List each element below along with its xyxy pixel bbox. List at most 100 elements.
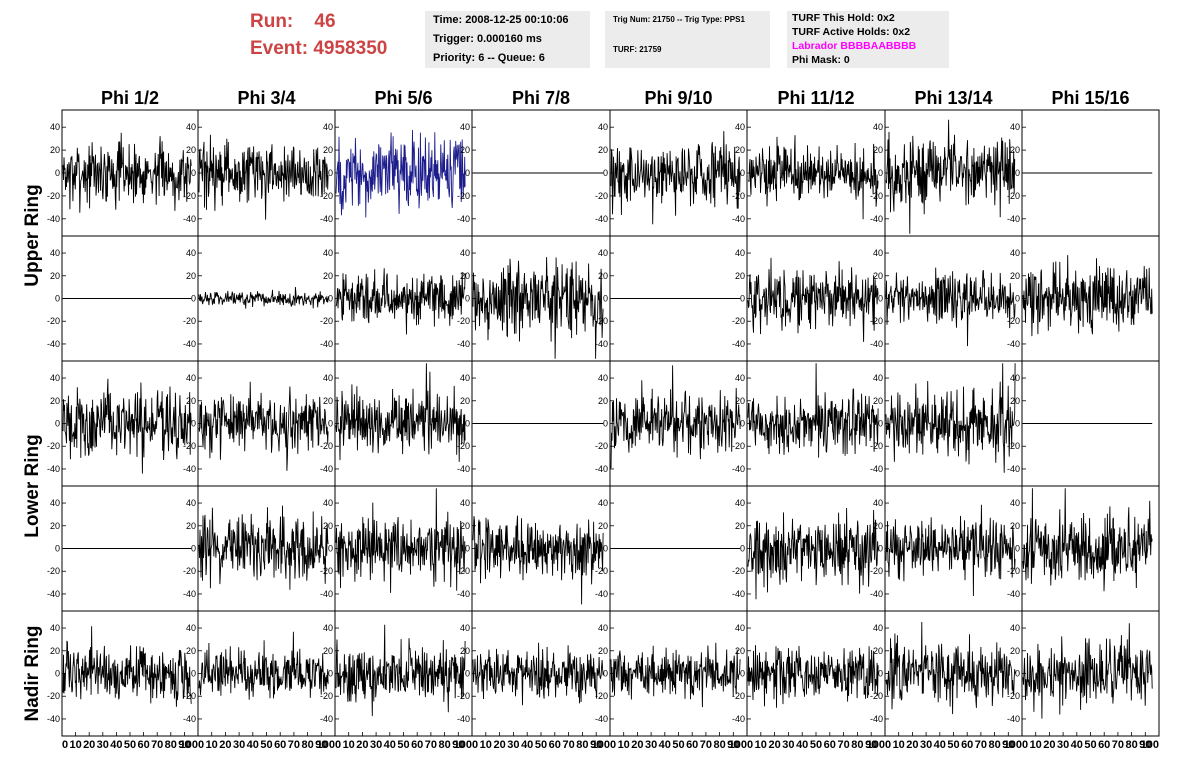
y-tick-label: -20	[183, 691, 196, 701]
x-tick-label: 30	[920, 739, 932, 751]
turf-hold-text: TURF This Hold: 0x2	[792, 12, 895, 24]
x-tick-label: 100	[867, 739, 885, 751]
y-tick-label: 40	[186, 373, 196, 383]
y-tick-label: -20	[457, 191, 470, 201]
y-tick-label: 40	[873, 623, 883, 633]
y-tick-label: -20	[1007, 191, 1020, 201]
y-tick-label: -20	[732, 691, 745, 701]
y-tick-label: 20	[598, 271, 608, 281]
x-tick-label: 40	[521, 739, 533, 751]
x-tick-label: 100	[592, 739, 610, 751]
y-tick-label: 20	[460, 521, 470, 531]
x-tick-label: 10	[618, 739, 630, 751]
y-tick-label: 20	[186, 521, 196, 531]
column-title: Phi 9/10	[644, 88, 712, 108]
x-tick-label: 70	[837, 739, 849, 751]
y-tick-label: -20	[183, 191, 196, 201]
y-tick-label: 40	[323, 248, 333, 258]
y-tick-label: -40	[47, 714, 60, 724]
x-tick-label: 10	[480, 739, 492, 751]
x-tick-label: 60	[961, 739, 973, 751]
labrador-text: Labrador BBBBAABBBB	[792, 40, 917, 52]
y-tick-label: 40	[186, 248, 196, 258]
x-tick-label: 60	[549, 739, 561, 751]
y-tick-label: 40	[50, 373, 60, 383]
y-tick-label: 20	[598, 646, 608, 656]
y-tick-label: -20	[457, 566, 470, 576]
waveform-trace	[1022, 488, 1153, 592]
x-tick-label: 0	[1022, 739, 1028, 751]
x-tick-label: 20	[768, 739, 780, 751]
x-tick-label: 50	[397, 739, 409, 751]
row-title: Lower Ring	[22, 434, 43, 537]
waveform-trace	[747, 363, 879, 458]
y-tick-label: 40	[323, 373, 333, 383]
y-tick-label: 0	[191, 168, 196, 178]
y-tick-label: 40	[460, 623, 470, 633]
y-tick-label: 40	[323, 623, 333, 633]
y-tick-label: -40	[732, 339, 745, 349]
y-tick-label: -40	[457, 339, 470, 349]
x-tick-label: 90	[452, 739, 464, 751]
x-tick-label: 70	[1112, 739, 1124, 751]
x-tick-label: 100	[1141, 739, 1159, 751]
y-tick-label: -40	[595, 214, 608, 224]
waveform-trace	[610, 642, 741, 708]
column-title: Phi 5/6	[374, 88, 432, 108]
column-title: Phi 15/16	[1051, 88, 1129, 108]
y-tick-label: -20	[47, 191, 60, 201]
y-tick-label: -40	[732, 464, 745, 474]
y-tick-label: 20	[598, 521, 608, 531]
y-tick-label: 20	[460, 271, 470, 281]
y-tick-label: 40	[50, 623, 60, 633]
y-tick-label: 20	[735, 646, 745, 656]
y-tick-label: 0	[740, 168, 745, 178]
waveform-trace	[610, 131, 741, 225]
y-tick-label: -20	[320, 316, 333, 326]
trig-num-panel: Trig Num: 21750 -- Trig Type: PPS1 TURF:…	[605, 11, 770, 68]
x-tick-label: 40	[384, 739, 396, 751]
y-tick-label: 40	[50, 122, 60, 132]
y-tick-label: -40	[870, 464, 883, 474]
y-tick-label: -40	[457, 464, 470, 474]
y-tick-label: 0	[740, 294, 745, 304]
y-tick-label: 0	[878, 294, 883, 304]
x-tick-label: 90	[1002, 739, 1014, 751]
y-tick-label: -20	[870, 566, 883, 576]
y-tick-label: 20	[50, 145, 60, 155]
y-tick-label: -20	[1007, 441, 1020, 451]
y-tick-label: 20	[873, 646, 883, 656]
y-tick-label: -20	[47, 316, 60, 326]
x-tick-label: 30	[507, 739, 519, 751]
column-title: Phi 13/14	[914, 88, 992, 108]
waveform-trace	[885, 504, 1016, 597]
x-tick-label: 100	[317, 739, 335, 751]
y-tick-label: -40	[320, 339, 333, 349]
x-tick-label: 90	[178, 739, 190, 751]
y-tick-label: 40	[1010, 498, 1020, 508]
y-tick-label: 40	[1010, 248, 1020, 258]
x-tick-label: 80	[988, 739, 1000, 751]
y-tick-label: 40	[873, 248, 883, 258]
y-tick-label: -40	[320, 589, 333, 599]
y-tick-label: -40	[870, 589, 883, 599]
y-tick-label: 20	[1010, 145, 1020, 155]
waveform-trace	[747, 645, 879, 708]
y-tick-label: 0	[191, 294, 196, 304]
time-text: Time: 2008-12-25 00:10:06	[433, 14, 569, 26]
y-tick-label: 40	[873, 498, 883, 508]
y-tick-label: 20	[598, 145, 608, 155]
x-tick-label: 60	[824, 739, 836, 751]
y-tick-label: 0	[465, 419, 470, 429]
y-tick-label: -20	[457, 316, 470, 326]
x-tick-label: 100	[729, 739, 747, 751]
y-tick-label: 20	[323, 271, 333, 281]
y-tick-label: 0	[328, 669, 333, 679]
y-tick-label: -40	[320, 214, 333, 224]
x-tick-label: 70	[700, 739, 712, 751]
y-tick-label: 20	[186, 646, 196, 656]
waveform-trace	[62, 626, 192, 707]
y-tick-label: 20	[460, 145, 470, 155]
y-tick-label: -40	[595, 464, 608, 474]
